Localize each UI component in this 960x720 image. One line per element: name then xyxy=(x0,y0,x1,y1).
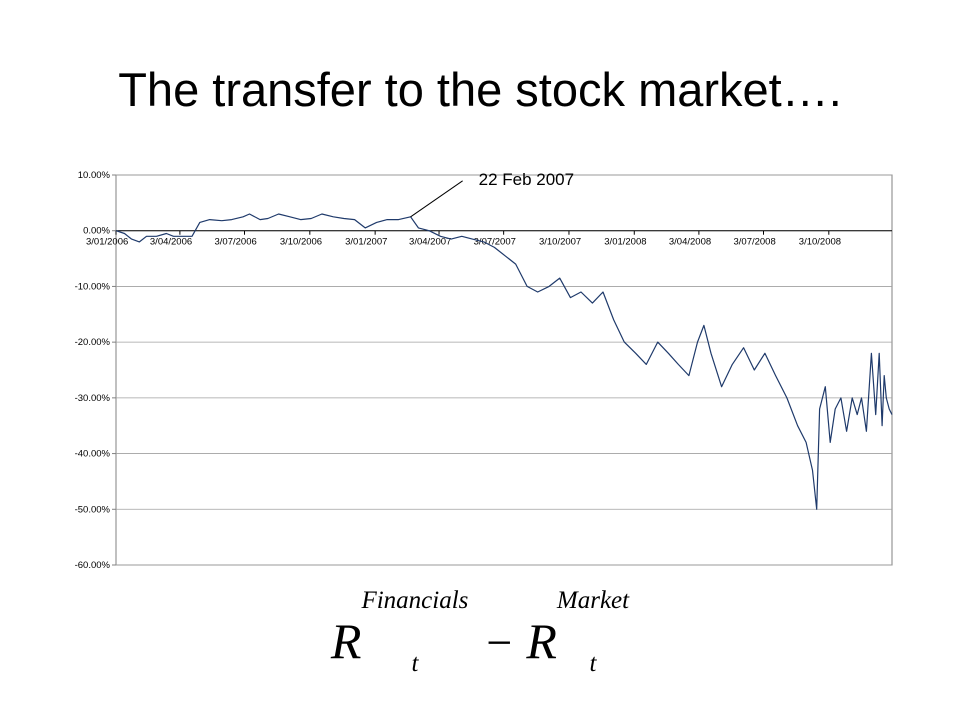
x-tick-label: 3/04/2007 xyxy=(409,237,451,248)
y-tick-label: -20.00% xyxy=(75,337,111,348)
series-line xyxy=(115,213,893,510)
x-tick-label: 3/07/2008 xyxy=(733,237,775,248)
y-tick-label: 10.00% xyxy=(78,170,111,181)
formula: R Financials t − R Market t xyxy=(0,588,960,676)
x-tick-label: 3/04/2008 xyxy=(669,237,711,248)
formula-right-symbol: R xyxy=(526,613,557,669)
y-tick-label: -30.00% xyxy=(75,393,111,404)
formula-operator: − xyxy=(486,617,513,668)
x-tick-label: 3/01/2008 xyxy=(604,237,646,248)
slide-title: The transfer to the stock market…. xyxy=(118,63,842,116)
x-tick-label: 3/10/2008 xyxy=(799,237,841,248)
x-tick-label: 3/04/2006 xyxy=(150,237,192,248)
y-tick-label: 0.00% xyxy=(83,226,110,237)
annotation-label: 22 Feb 2007 xyxy=(479,170,574,189)
formula-left-sub: t xyxy=(411,650,419,677)
annotation-leader xyxy=(410,180,463,218)
y-tick-label: -50.00% xyxy=(75,504,111,515)
formula-right-sub: t xyxy=(589,650,597,677)
x-tick-label: 3/07/2007 xyxy=(474,237,516,248)
formula-right-sup: Market xyxy=(556,587,630,614)
x-tick-label: 3/10/2007 xyxy=(539,237,581,248)
formula-left-sup: Financials xyxy=(361,587,469,614)
x-tick-label: 3/01/2006 xyxy=(86,237,128,248)
x-tick-label: 3/01/2007 xyxy=(345,237,387,248)
y-tick-label: -10.00% xyxy=(75,281,111,292)
financials-return-term: R Financials t xyxy=(330,588,468,676)
y-tick-label: -40.00% xyxy=(75,449,111,460)
market-return-term: R Market t xyxy=(526,588,629,676)
formula-left-symbol: R xyxy=(330,613,362,669)
y-tick-label: -60.00% xyxy=(75,560,111,571)
x-tick-label: 3/10/2006 xyxy=(280,237,322,248)
x-tick-label: 3/07/2006 xyxy=(215,237,257,248)
